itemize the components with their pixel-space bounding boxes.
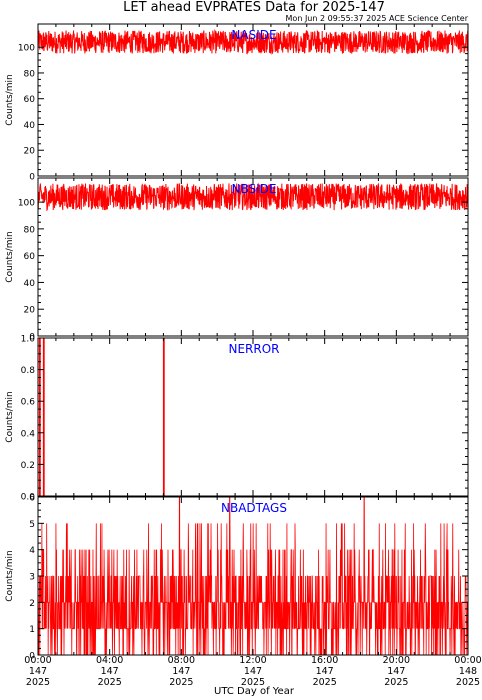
y-tick-label: 0.2 — [21, 461, 35, 471]
y-tick-label: 40 — [24, 279, 36, 289]
y-tick-label: 100 — [18, 199, 35, 209]
y-tick-label: 0.0 — [21, 493, 36, 503]
x-tick-label: 147 — [101, 666, 119, 677]
y-tick-label: 60 — [24, 252, 36, 262]
x-tick-label: 16:00 — [311, 655, 338, 666]
x-axis-label: UTC Day of Year — [214, 686, 295, 697]
x-tick-label: 00:00 — [454, 655, 481, 666]
series-line — [37, 496, 469, 656]
series-line — [38, 337, 468, 497]
y-tick-label: 4 — [29, 546, 35, 556]
x-tick-label: 147 — [172, 666, 190, 677]
panel-frame — [37, 337, 469, 497]
x-tick-label: 2025 — [241, 677, 265, 688]
series-line — [37, 182, 469, 212]
y-tick-label: 1.0 — [21, 335, 36, 345]
y-axis-label: Counts/min — [5, 550, 15, 601]
y-tick-label: 60 — [24, 95, 36, 105]
y-tick-label: 40 — [24, 121, 36, 131]
y-tick-label: 1 — [29, 625, 35, 635]
panel-nbadtags: 0 1 2 3 4 5 6 NBADTAGS Counts/min — [5, 494, 469, 662]
y-tick-label: 2 — [29, 599, 35, 609]
y-tick-label: 20 — [24, 147, 36, 157]
x-axis: 00:00147202504:00147202508:00147202512:0… — [24, 655, 481, 688]
x-tick-label: 147 — [387, 666, 405, 677]
x-tick-label: 04:00 — [96, 655, 123, 666]
x-tick-label: 2025 — [26, 677, 50, 688]
series-label: NERROR — [228, 342, 279, 356]
y-tick-label: 20 — [24, 306, 36, 316]
y-tick-label: 0.8 — [21, 366, 36, 376]
y-tick-label: 6 — [29, 494, 35, 504]
x-tick-label: 2025 — [384, 677, 408, 688]
y-axis-label: Counts/min — [5, 74, 15, 125]
panels: 020406080100NASIDECounts/min020406080100… — [5, 23, 469, 662]
series-label: NBSIDE — [232, 182, 277, 196]
y-tick-label: 5 — [29, 520, 35, 530]
series-label: NASIDE — [231, 28, 276, 42]
timestamp: Mon Jun 2 09:55:37 2025 ACE Science Cent… — [286, 14, 469, 23]
x-tick-label: 2025 — [313, 677, 337, 688]
y-tick-label: 0 — [29, 173, 35, 183]
x-tick-label: 00:00 — [24, 655, 51, 666]
panel-nerror: 0.0 0.2 0.4 0.6 0.8 1.0 NERROR Counts/min — [5, 335, 469, 503]
series-line — [37, 28, 469, 55]
y-tick-label: 0 — [29, 652, 35, 662]
y-axis-label: Counts/min — [5, 231, 15, 282]
y-tick-label: 3 — [29, 573, 35, 583]
panel-naside: 0 20 40 60 80 100 NASIDE Counts/min — [5, 23, 469, 183]
y-tick-label: 0.4 — [21, 429, 36, 439]
x-tick-label: 2025 — [169, 677, 193, 688]
y-tick-label: 100 — [18, 44, 35, 54]
x-tick-label: 08:00 — [168, 655, 195, 666]
x-tick-label: 147 — [316, 666, 334, 677]
x-tick-label: 12:00 — [239, 655, 266, 666]
chart-title: LET ahead EVPRATES Data for 2025-147 — [123, 0, 385, 15]
x-tick-label: 147 — [29, 666, 47, 677]
y-axis-label: Counts/min — [5, 391, 15, 442]
y-tick-label: 0.6 — [21, 398, 36, 408]
y-tick-label: 0 — [29, 333, 35, 343]
series-label: NBADTAGS — [221, 501, 287, 515]
x-tick-label: 148 — [459, 666, 477, 677]
y-tick-label: 80 — [24, 225, 36, 235]
y-tick-label: 80 — [24, 69, 36, 79]
x-tick-label: 147 — [244, 666, 262, 677]
x-tick-label: 2025 — [456, 677, 480, 688]
x-tick-label: 20:00 — [383, 655, 410, 666]
panel-nbside: 0 20 40 60 80 100 NBSIDE Counts/min — [5, 177, 469, 343]
x-tick-label: 2025 — [98, 677, 122, 688]
